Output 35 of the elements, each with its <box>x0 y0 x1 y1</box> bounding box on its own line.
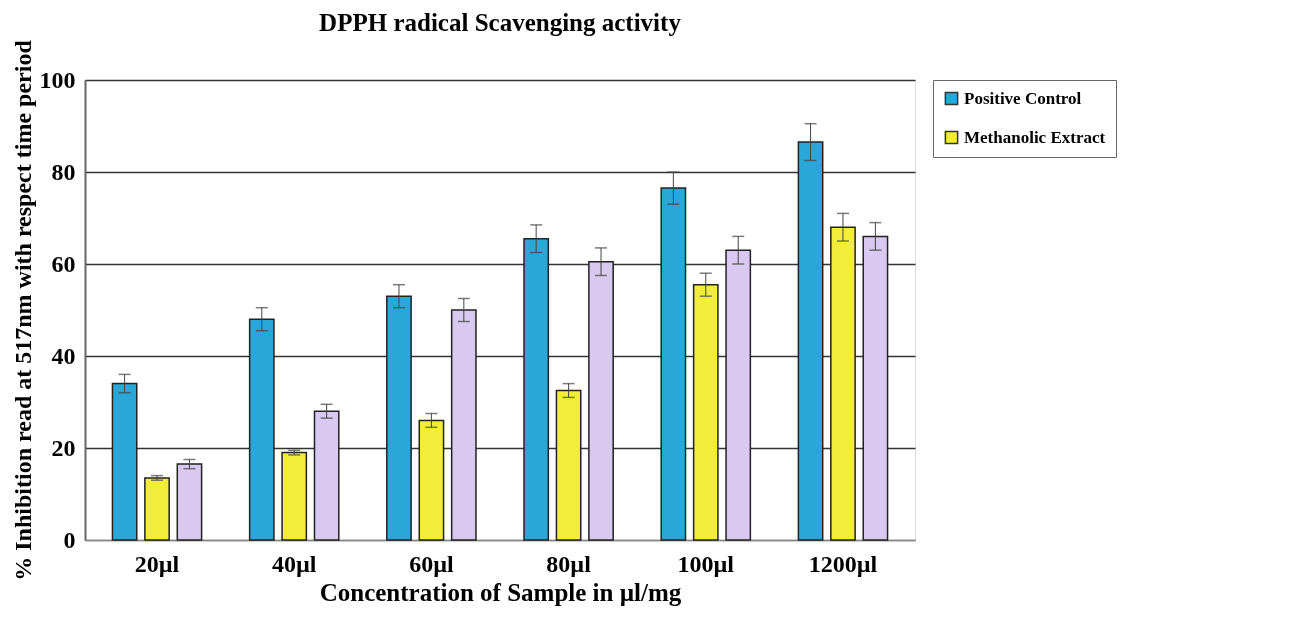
y-tick-label: 100 <box>39 66 76 93</box>
legend-label: Positive Control <box>964 88 1082 108</box>
chart-title: DPPH radical Scavenging activity <box>319 8 682 36</box>
x-tick-label: 40µl <box>271 550 317 577</box>
bar <box>725 249 752 541</box>
bar <box>386 295 412 541</box>
y-tick-label: 80 <box>51 158 76 185</box>
bar <box>450 309 477 541</box>
x-tick-label: 80µl <box>546 550 592 577</box>
x-tick-label: 100µl <box>677 550 735 577</box>
y-tick-label: 60 <box>51 250 76 277</box>
y-tick-label: 40 <box>51 342 76 369</box>
x-tick-label: 60µl <box>409 550 454 577</box>
bar <box>313 410 340 541</box>
bar <box>862 235 889 541</box>
bar <box>555 389 582 541</box>
bar <box>588 260 614 541</box>
y-axis-title: % Inhibition read at 517nm with respect time period <box>9 39 36 581</box>
x-axis-title: Concentration of Sample in µl/mg <box>319 578 682 606</box>
y-tick-label: 0 <box>63 526 76 553</box>
legend-label: Methanolic Extract <box>964 127 1106 147</box>
bar <box>281 451 308 541</box>
bar <box>418 419 445 541</box>
x-tick-label: 20µl <box>134 550 180 577</box>
bar <box>830 226 856 541</box>
y-tick-label: 20 <box>51 434 76 461</box>
bar <box>660 187 687 541</box>
bar <box>797 141 824 541</box>
bar <box>176 463 203 541</box>
bar <box>692 283 719 541</box>
bar <box>111 382 138 541</box>
x-tick-label: 1200µl <box>808 550 878 577</box>
bar <box>523 237 550 541</box>
bar <box>248 318 275 541</box>
bar <box>144 477 170 541</box>
